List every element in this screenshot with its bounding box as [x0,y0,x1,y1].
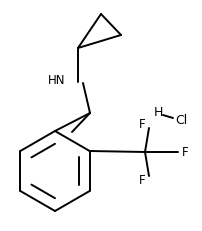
Text: F: F [181,146,187,158]
Text: Cl: Cl [174,113,186,127]
Text: HN: HN [48,73,65,86]
Text: F: F [138,118,145,131]
Text: H: H [153,106,162,119]
Text: F: F [138,173,145,186]
